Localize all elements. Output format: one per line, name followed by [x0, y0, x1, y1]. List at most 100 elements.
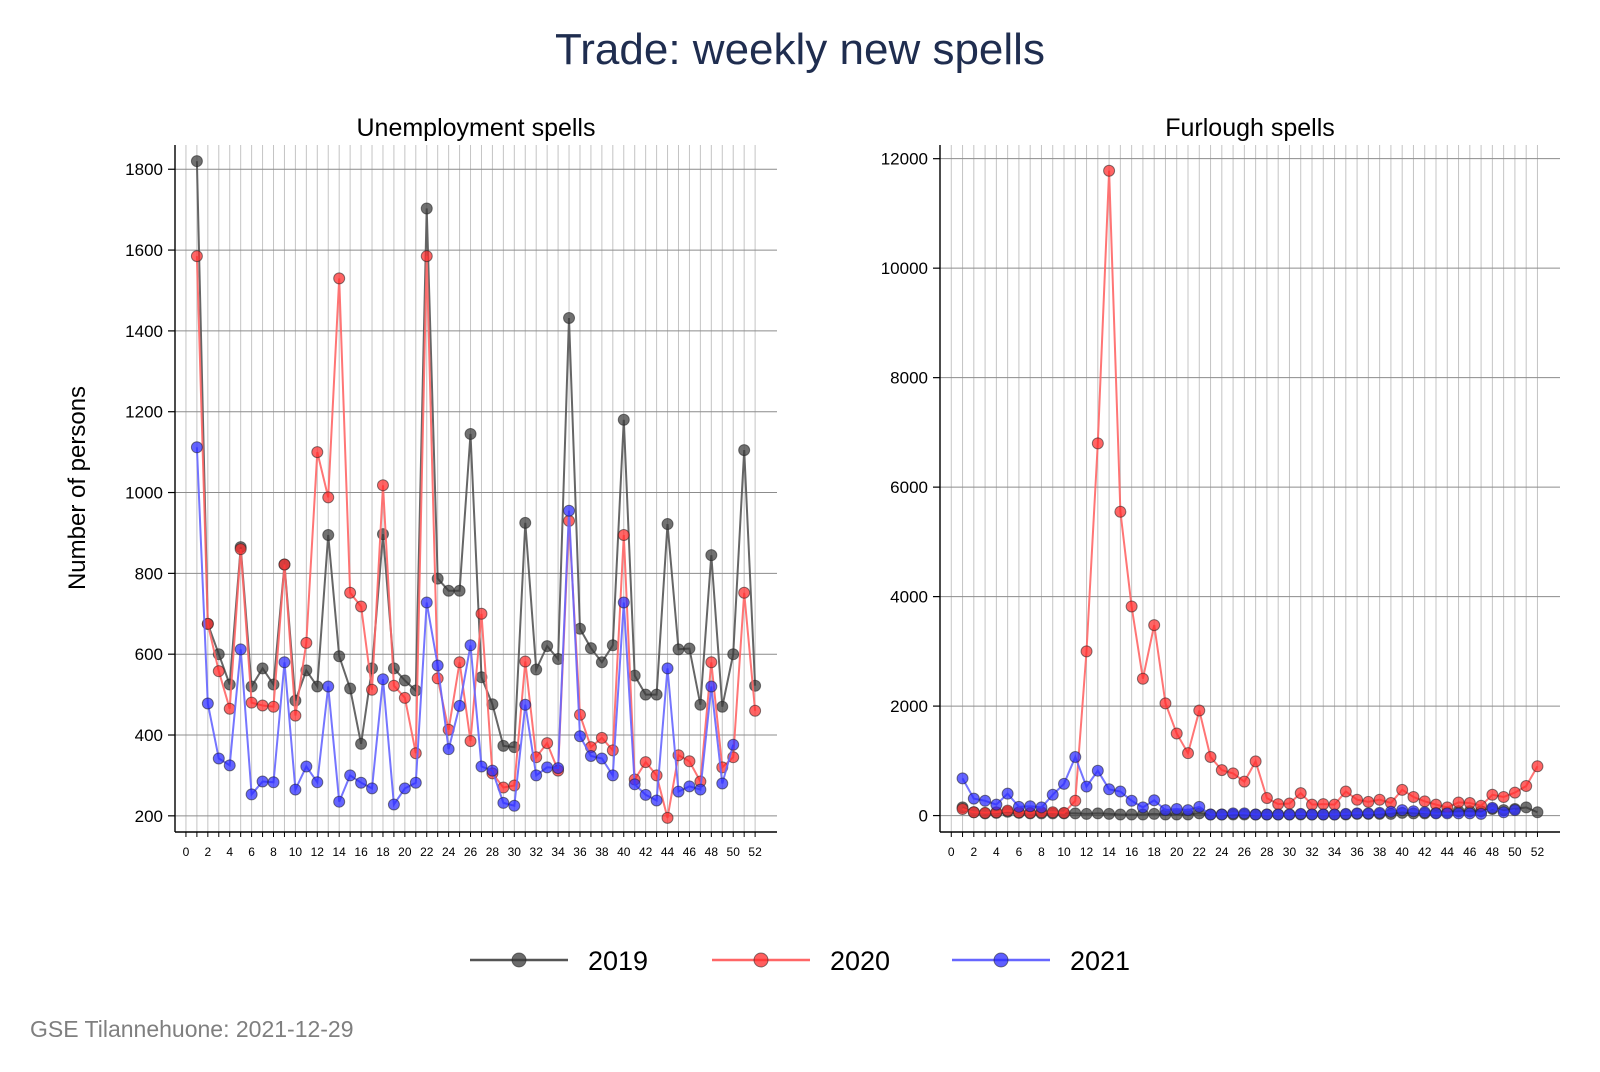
data-point: [541, 761, 554, 774]
data-point: [1035, 801, 1048, 814]
data-point: [1306, 798, 1318, 811]
data-point: [552, 762, 565, 775]
data-point: [1351, 807, 1364, 820]
data-point: [595, 752, 608, 765]
data-point: [541, 640, 554, 653]
data-point: [1328, 808, 1341, 821]
data-point: [519, 655, 532, 668]
data-point: [1227, 807, 1240, 820]
data-point: [256, 775, 269, 788]
data-point: [508, 779, 521, 792]
data-point: [322, 680, 335, 693]
y-tick-label: 200: [135, 807, 163, 826]
data-point: [234, 543, 247, 556]
data-point: [322, 491, 335, 504]
data-point: [1272, 798, 1285, 811]
x-tick-label: 40: [617, 845, 631, 859]
data-point: [967, 806, 980, 819]
data-point: [606, 744, 619, 757]
data-point: [475, 760, 488, 773]
x-tick-label: 12: [311, 845, 325, 859]
data-point: [1430, 807, 1442, 820]
data-point: [289, 709, 302, 722]
panel-unemployment: Unemployment spells200400600800100012001…: [125, 114, 777, 859]
data-point: [1238, 807, 1251, 820]
data-point: [300, 760, 313, 773]
data-point: [979, 806, 992, 819]
data-point: [344, 769, 357, 782]
data-point: [716, 700, 729, 713]
data-point: [694, 783, 707, 796]
legend-item-2019: 2019: [470, 946, 648, 976]
x-tick-label: 2: [204, 845, 211, 859]
data-point: [1069, 794, 1082, 807]
x-tick-label: 26: [1238, 845, 1252, 859]
data-point: [245, 788, 258, 801]
data-point: [1441, 807, 1454, 820]
x-tick-label: 20: [1170, 845, 1184, 859]
data-point: [497, 739, 510, 752]
data-point: [1463, 807, 1476, 820]
x-tick-label: 46: [683, 845, 697, 859]
data-point: [442, 584, 455, 597]
data-point: [1362, 807, 1375, 820]
data-point: [311, 680, 324, 693]
data-point: [190, 155, 203, 168]
data-point: [201, 697, 214, 710]
data-point: [617, 596, 630, 609]
data-point: [1373, 806, 1386, 819]
data-point: [541, 737, 554, 750]
x-tick-label: 30: [1283, 845, 1297, 859]
data-point: [311, 776, 324, 789]
credit-text: GSE Tilannehuone: 2021-12-29: [30, 1016, 354, 1042]
data-point: [1260, 792, 1273, 805]
data-point: [1486, 801, 1499, 814]
series-2020: [956, 164, 1544, 819]
data-point: [1103, 807, 1116, 820]
data-point: [486, 764, 499, 777]
data-point: [223, 678, 236, 691]
data-point: [420, 202, 433, 215]
data-point: [584, 750, 597, 763]
data-point: [1497, 790, 1510, 803]
data-point: [1091, 437, 1104, 450]
x-tick-label: 38: [1373, 845, 1387, 859]
y-tick-label: 1200: [125, 403, 163, 422]
data-point: [1306, 808, 1318, 821]
data-point: [1182, 804, 1194, 817]
data-point: [1080, 780, 1093, 793]
data-point: [705, 549, 718, 562]
data-point: [1114, 505, 1127, 518]
x-tick-label: 36: [1350, 845, 1364, 859]
data-point: [595, 731, 608, 744]
data-point: [1272, 808, 1285, 821]
data-point: [617, 528, 630, 541]
data-point: [1452, 807, 1465, 820]
data-point: [1193, 704, 1206, 717]
series-2021: [190, 441, 740, 812]
data-point: [1069, 751, 1082, 764]
data-point: [1339, 807, 1352, 820]
data-point: [409, 747, 422, 760]
data-point: [420, 596, 433, 609]
x-tick-label: 40: [1396, 845, 1410, 859]
data-point: [267, 700, 280, 713]
data-point: [672, 785, 685, 798]
data-point: [738, 586, 751, 599]
x-tick-label: 28: [486, 845, 500, 859]
x-tick-label: 22: [1193, 845, 1207, 859]
data-point: [508, 799, 521, 812]
data-point: [376, 673, 389, 686]
data-point: [661, 811, 674, 824]
data-point: [431, 659, 444, 672]
data-point: [1091, 764, 1104, 777]
data-point: [1497, 806, 1510, 819]
x-tick-label: 52: [1531, 845, 1545, 859]
data-point: [1328, 798, 1341, 811]
data-point: [1418, 795, 1431, 808]
data-point: [355, 600, 368, 613]
data-point: [727, 648, 740, 661]
data-point: [355, 776, 368, 789]
legend-label: 2020: [830, 946, 890, 976]
x-tick-label: 16: [1125, 845, 1139, 859]
